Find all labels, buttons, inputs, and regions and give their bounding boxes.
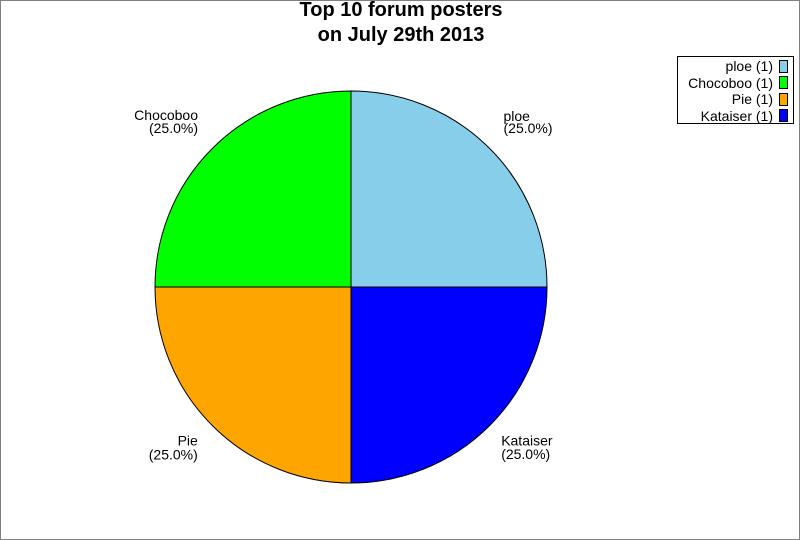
svg-text:(25.0%): (25.0%) (149, 120, 198, 136)
svg-text:(25.0%): (25.0%) (504, 120, 553, 136)
svg-text:(25.0%): (25.0%) (149, 447, 198, 463)
svg-text:(25.0%): (25.0%) (501, 446, 550, 462)
